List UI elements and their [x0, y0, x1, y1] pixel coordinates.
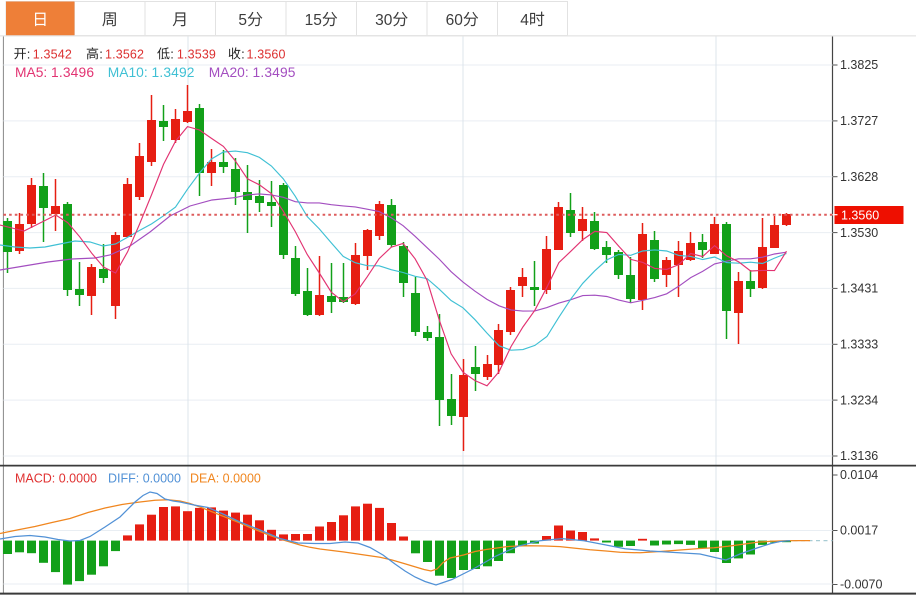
- svg-text:1.3727: 1.3727: [840, 114, 878, 128]
- svg-text:1.3560: 1.3560: [247, 47, 286, 61]
- svg-text:DIFF: 0.0000: DIFF: 0.0000: [108, 472, 181, 486]
- svg-text:1.3542: 1.3542: [33, 47, 72, 61]
- svg-text:1.3560: 1.3560: [841, 208, 879, 222]
- svg-text::: :: [170, 46, 174, 61]
- svg-text:5: 5: [238, 12, 247, 29]
- svg-text:-0.0070: -0.0070: [840, 578, 882, 592]
- svg-text:4: 4: [520, 12, 529, 29]
- svg-text:1.3431: 1.3431: [840, 282, 878, 296]
- svg-text:MA20: 1.3495: MA20: 1.3495: [209, 65, 296, 80]
- svg-text:1.3136: 1.3136: [840, 449, 878, 463]
- svg-text:DEA: 0.0000: DEA: 0.0000: [190, 472, 261, 486]
- svg-text:0.0017: 0.0017: [840, 524, 878, 538]
- svg-text:MA5: 1.3496: MA5: 1.3496: [15, 65, 94, 80]
- svg-text:MA10: 1.3492: MA10: 1.3492: [108, 65, 195, 80]
- svg-text:0.0104: 0.0104: [840, 468, 878, 482]
- svg-text:1.3539: 1.3539: [177, 47, 216, 61]
- svg-text:MACD: 0.0000: MACD: 0.0000: [15, 472, 97, 486]
- svg-text:1.3628: 1.3628: [840, 170, 878, 184]
- svg-text::: :: [241, 46, 245, 61]
- svg-text:1.3234: 1.3234: [840, 393, 878, 407]
- svg-text:1.3825: 1.3825: [840, 58, 878, 72]
- svg-text:1.3530: 1.3530: [840, 226, 878, 240]
- svg-text::: :: [27, 46, 31, 61]
- svg-text:30: 30: [375, 12, 393, 29]
- svg-text:15: 15: [305, 12, 322, 29]
- svg-text:60: 60: [446, 12, 464, 29]
- svg-text:1.3333: 1.3333: [840, 338, 878, 352]
- svg-text::: :: [99, 46, 103, 61]
- svg-text:1.3562: 1.3562: [105, 47, 144, 61]
